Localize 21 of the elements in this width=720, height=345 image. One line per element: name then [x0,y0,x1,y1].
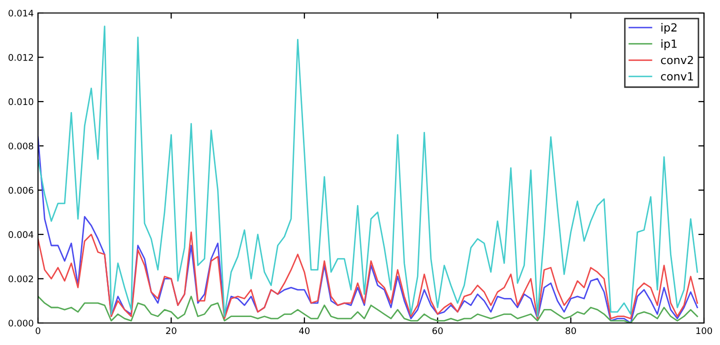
line-series [38,296,698,323]
x-tick-label: 80 [566,327,576,334]
x-tick-label: 60 [432,327,443,334]
y-tick-label: 0.010 [8,98,34,106]
y-tick-label: 0.002 [8,275,33,282]
line-series [38,136,698,323]
legend-label: ip1 [661,39,677,50]
line-series [38,232,698,320]
y-tick-label: 0.004 [8,231,34,238]
y-tick-label: 0.014 [8,10,34,17]
legend-label: conv1 [661,72,693,81]
y-tick-label: 0.012 [8,54,33,61]
x-tick-label: 0 [36,327,40,334]
y-tick-label: 0.006 [8,186,34,194]
x-tick-label: 40 [299,327,310,334]
y-tick-label: 0.008 [8,142,34,150]
legend-label: conv2 [661,56,693,64]
x-tick-label: 20 [166,327,176,334]
x-tick-label: 100 [696,327,712,334]
y-tick-label: 0.000 [8,320,34,327]
legend-label: ip2 [661,23,676,34]
